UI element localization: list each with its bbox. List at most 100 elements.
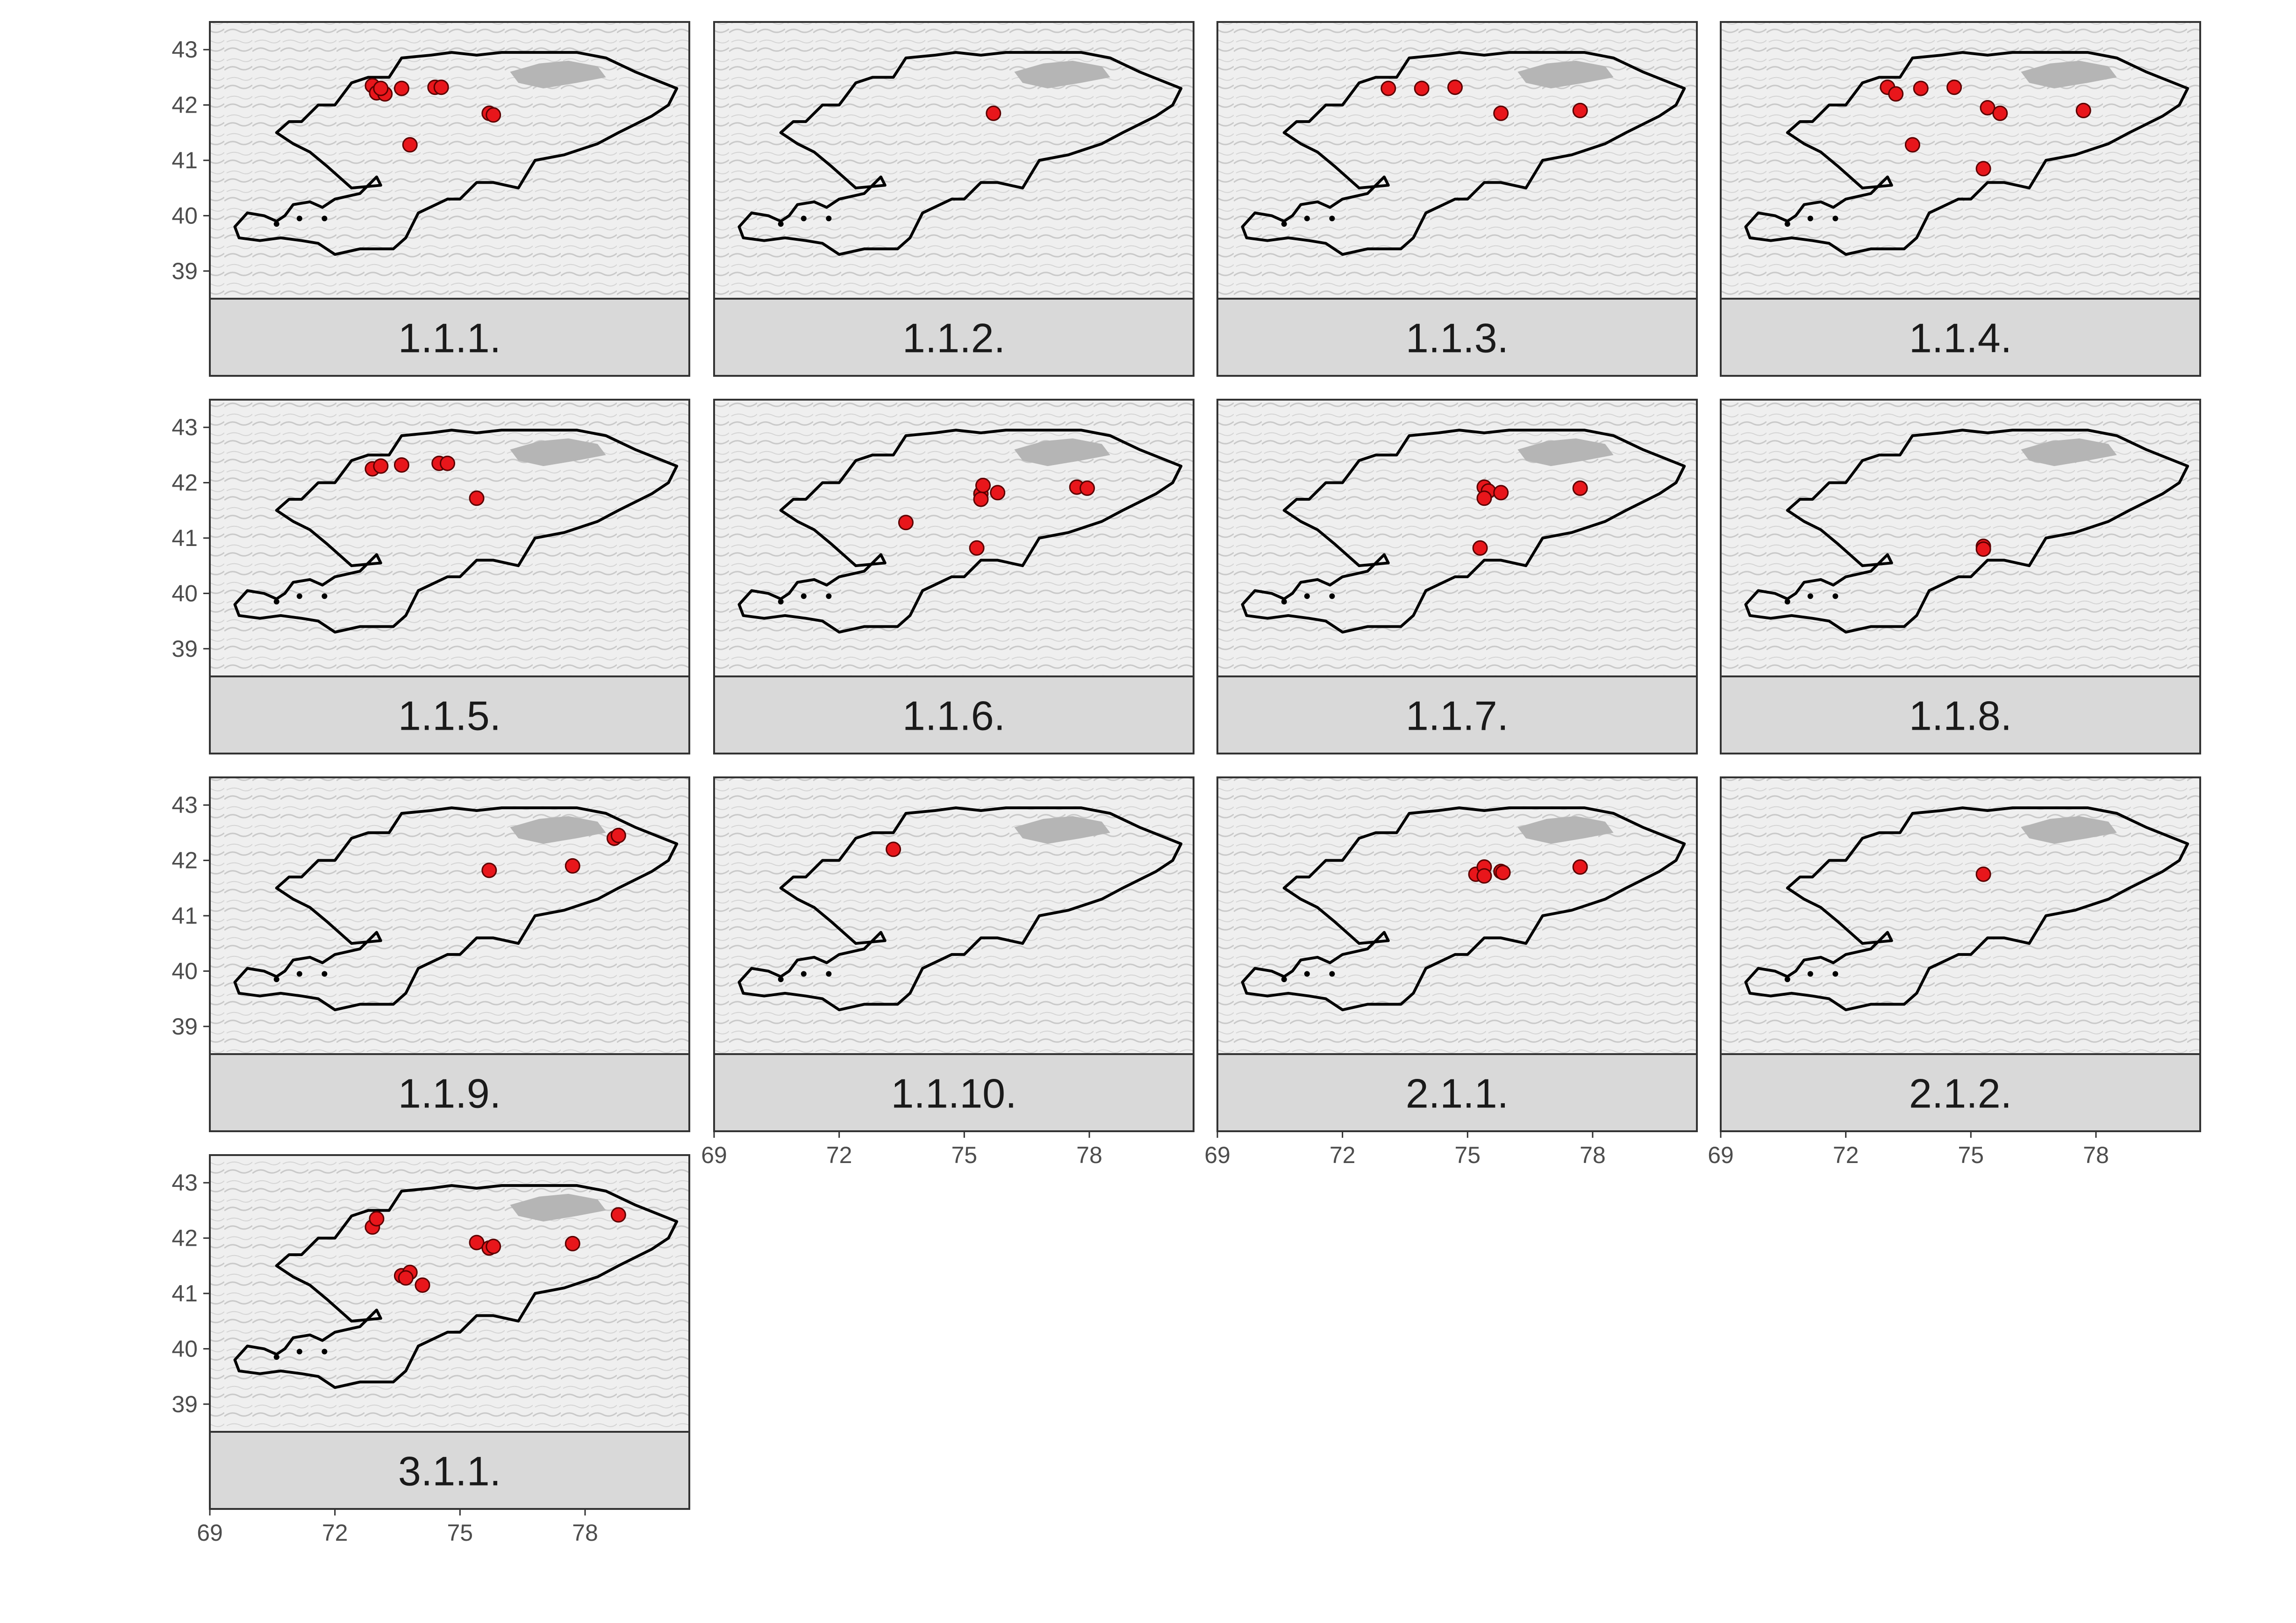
site-point bbox=[1980, 100, 1996, 115]
x-tick-label: 72 bbox=[322, 1520, 348, 1546]
country-border bbox=[1241, 51, 1686, 256]
site-point bbox=[1080, 480, 1095, 496]
lake-shape bbox=[1014, 60, 1110, 89]
enclave-dot bbox=[296, 215, 302, 222]
country-border bbox=[737, 51, 1183, 256]
site-point bbox=[986, 105, 1001, 121]
site-point bbox=[2075, 102, 2091, 118]
facet-panel: 1.1.6. bbox=[713, 399, 1194, 754]
site-point bbox=[402, 137, 418, 153]
enclave-dot bbox=[322, 215, 328, 222]
facet-label: 1.1.1. bbox=[398, 315, 501, 361]
facet-label: 1.1.2. bbox=[902, 315, 1005, 361]
y-tick-label: 41 bbox=[172, 1280, 198, 1307]
enclave-dot bbox=[1329, 971, 1335, 977]
enclave-dot bbox=[826, 971, 832, 977]
facet-strip bbox=[1216, 298, 1698, 377]
site-point bbox=[1572, 859, 1588, 875]
y-tick-label: 40 bbox=[172, 1336, 198, 1362]
facet-strip bbox=[1720, 675, 2201, 754]
enclave-dot bbox=[296, 1349, 302, 1355]
enclave-dot bbox=[1281, 977, 1287, 983]
lake-shape bbox=[1014, 438, 1110, 467]
facet-panel: 3.1.1. bbox=[209, 1154, 690, 1510]
enclave-dot bbox=[1304, 593, 1310, 599]
facet-strip bbox=[1720, 298, 2201, 377]
y-tick-label: 41 bbox=[172, 903, 198, 929]
terrain-background bbox=[714, 22, 1194, 299]
facet-strip bbox=[1720, 1053, 2201, 1132]
facet-strip bbox=[713, 1053, 1194, 1132]
facet-strip bbox=[209, 1431, 690, 1510]
enclave-dot bbox=[801, 215, 807, 222]
enclave-dot bbox=[273, 1354, 279, 1360]
facet-panel: 1.1.1. bbox=[209, 21, 690, 377]
y-tick-label: 41 bbox=[172, 147, 198, 173]
site-point bbox=[969, 540, 985, 556]
site-point bbox=[1992, 105, 2008, 121]
x-tick-label: 72 bbox=[1833, 1142, 1859, 1168]
y-tick-label: 40 bbox=[172, 958, 198, 984]
terrain-background bbox=[1217, 22, 1697, 299]
x-tick-label: 69 bbox=[1204, 1142, 1230, 1168]
terrain-background bbox=[714, 777, 1194, 1054]
enclave-dot bbox=[801, 593, 807, 599]
site-point bbox=[1380, 80, 1396, 96]
enclave-dot bbox=[1329, 593, 1335, 599]
enclave-dot bbox=[826, 593, 832, 599]
facet-label: 1.1.9. bbox=[398, 1070, 501, 1117]
site-point bbox=[1476, 868, 1492, 884]
facet-label: 1.1.3. bbox=[1406, 315, 1509, 361]
site-point bbox=[1495, 865, 1511, 881]
enclave-dot bbox=[1329, 215, 1335, 222]
country-border bbox=[233, 429, 679, 634]
site-point bbox=[975, 478, 991, 493]
site-point bbox=[565, 1235, 580, 1251]
site-point bbox=[990, 485, 1006, 501]
enclave-dot bbox=[778, 977, 784, 983]
facet-label: 1.1.5. bbox=[398, 693, 501, 739]
site-point bbox=[973, 491, 989, 507]
site-point bbox=[481, 862, 497, 878]
enclave-dot bbox=[1832, 593, 1838, 599]
facet-panel: 2.1.2. bbox=[1720, 776, 2201, 1132]
facet-panel: 1.1.9. bbox=[209, 776, 690, 1132]
site-point bbox=[1904, 137, 1920, 153]
enclave-dot bbox=[778, 599, 784, 605]
site-point bbox=[1447, 79, 1463, 95]
y-tick-label: 42 bbox=[172, 847, 198, 874]
site-point bbox=[486, 1238, 501, 1254]
site-point bbox=[1493, 485, 1509, 501]
terrain-background bbox=[1721, 777, 2200, 1054]
panels-layer: 1.1.1. 1.1.2. 1.1.3. 1.1.4. 1.1.5. 1.1.6. 1.1.… bbox=[209, 21, 2201, 1510]
site-point bbox=[886, 841, 901, 857]
facet-panel: 1.1.2. bbox=[713, 21, 1194, 377]
country-border bbox=[1241, 806, 1686, 1012]
enclave-dot bbox=[1807, 971, 1813, 977]
x-tick-label: 69 bbox=[701, 1142, 727, 1168]
y-tick-label: 43 bbox=[172, 36, 198, 63]
site-point bbox=[415, 1277, 430, 1293]
site-point bbox=[440, 455, 455, 471]
enclave-dot bbox=[801, 971, 807, 977]
site-point bbox=[1888, 86, 1904, 102]
enclave-dot bbox=[1784, 977, 1790, 983]
enclave-dot bbox=[1807, 215, 1813, 222]
y-tick-label: 41 bbox=[172, 525, 198, 551]
country-border bbox=[737, 429, 1183, 634]
site-point bbox=[393, 80, 409, 96]
facet-label: 1.1.4. bbox=[1909, 315, 2012, 361]
enclave-dot bbox=[1281, 221, 1287, 227]
x-tick-label: 75 bbox=[1958, 1142, 1984, 1168]
site-point bbox=[1414, 80, 1430, 96]
site-point bbox=[398, 1270, 414, 1286]
facet-panel: 1.1.3. bbox=[1216, 21, 1698, 377]
y-tick-label: 39 bbox=[172, 636, 198, 662]
enclave-dot bbox=[1304, 971, 1310, 977]
facet-label: 2.1.2. bbox=[1909, 1070, 2012, 1117]
country-border bbox=[1744, 429, 2189, 634]
enclave-dot bbox=[826, 215, 832, 222]
facet-label: 2.1.1. bbox=[1406, 1070, 1509, 1117]
terrain-background bbox=[210, 777, 689, 1054]
